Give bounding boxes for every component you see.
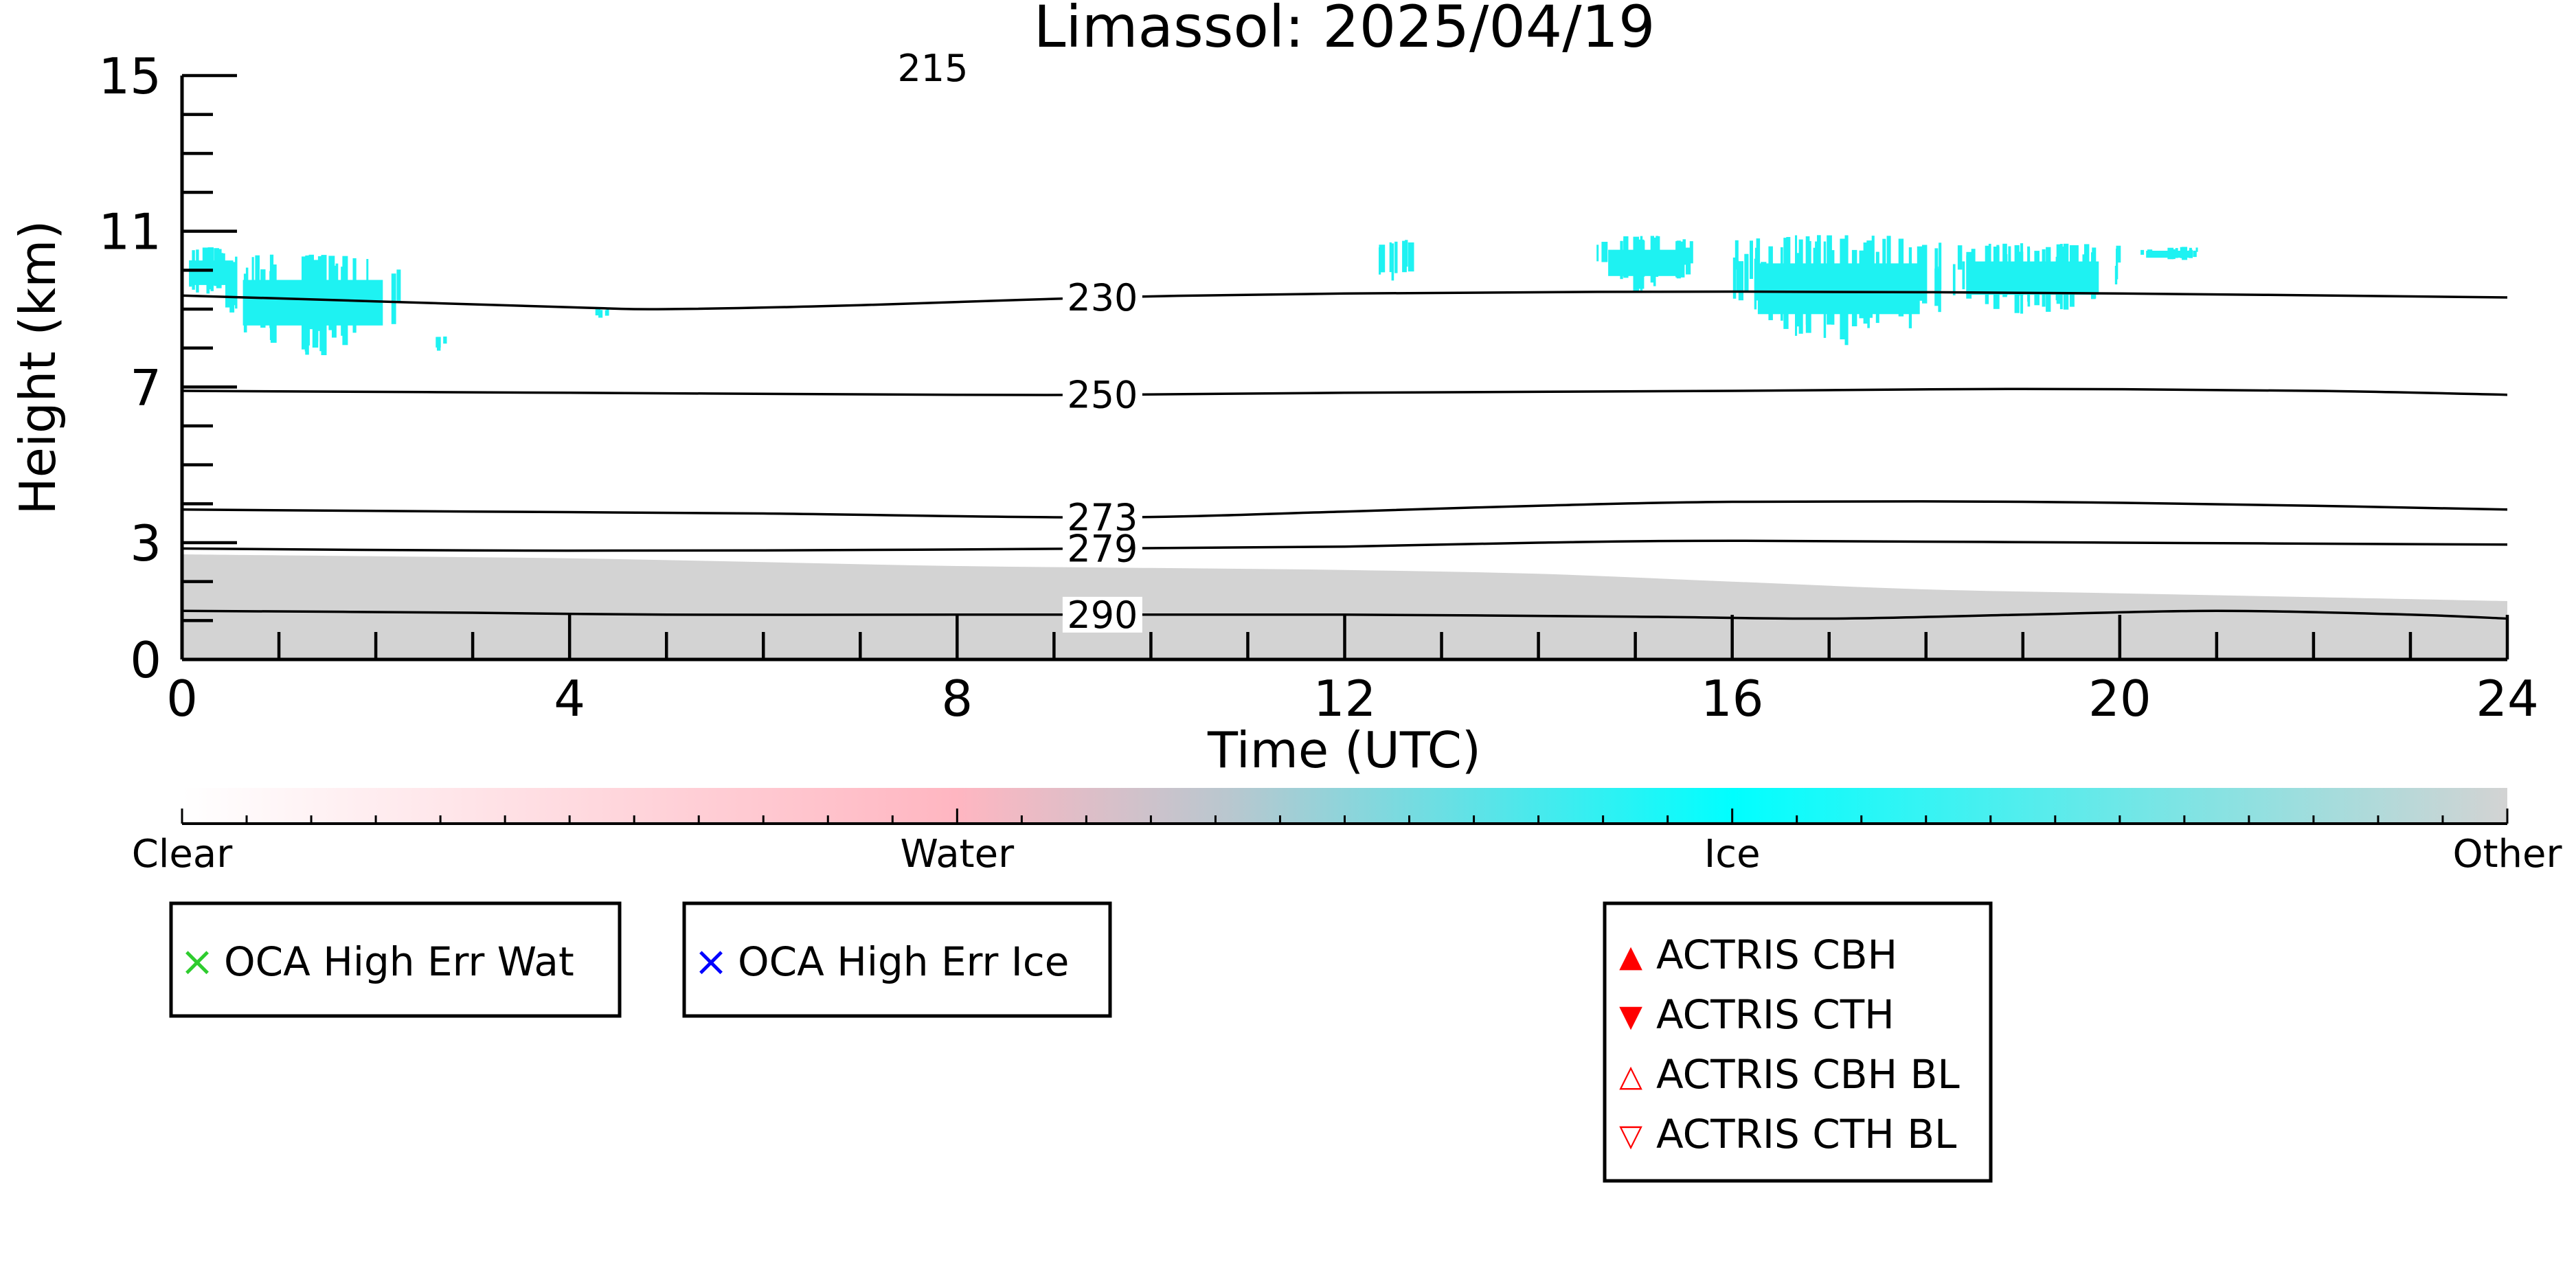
colorbar-label: Ice bbox=[1704, 832, 1761, 877]
contour-line bbox=[182, 609, 2507, 620]
legend-oca-ice: × OCA High Err Ice bbox=[682, 901, 1112, 1018]
ice-cloud-patch bbox=[1379, 240, 1414, 281]
actris-cth-marker-icon: ▼ bbox=[1619, 999, 1642, 1034]
contour-label: 230 bbox=[1067, 276, 1138, 319]
colorbar-label: Clear bbox=[132, 832, 233, 877]
colorbar-ticks bbox=[181, 809, 2509, 824]
colorbar-labels: Clear Water Ice Other bbox=[132, 832, 2563, 877]
contour-line bbox=[182, 387, 2507, 396]
legend-label-oca-water: OCA High Err Wat bbox=[224, 938, 574, 985]
ice-cloud-patch bbox=[2140, 247, 2198, 260]
legend-label-actris-cth-bl: ACTRIS CTH BL bbox=[1656, 1111, 1956, 1157]
colorbar-label: Other bbox=[2452, 832, 2562, 877]
y-ticks: 0 3 7 11 15 bbox=[98, 47, 237, 689]
contour-label: 250 bbox=[1067, 374, 1138, 417]
oca-water-marker-icon: × bbox=[180, 938, 214, 986]
contour-label-bg bbox=[1062, 530, 1142, 567]
contour-label-bg bbox=[1062, 596, 1142, 633]
ice-cloud-patch bbox=[436, 336, 447, 351]
x-tick-label: 0 bbox=[166, 670, 198, 727]
y-tick-label: 0 bbox=[130, 631, 161, 689]
x-tick-label: 12 bbox=[1313, 670, 1377, 727]
y-axis-label: Height (km) bbox=[9, 221, 67, 515]
actris-cbh-bl-marker-icon: △ bbox=[1619, 1059, 1642, 1094]
x-tick-label: 4 bbox=[554, 670, 585, 727]
y-tick-label: 7 bbox=[130, 359, 161, 416]
ice-cloud-patch bbox=[225, 254, 401, 355]
x-ticks: 0 4 8 12 16 20 24 bbox=[166, 615, 2539, 727]
legend-label-oca-ice: OCA High Err Ice bbox=[738, 938, 1069, 985]
contour-label-bg bbox=[1062, 499, 1142, 536]
partial-contour-label: 215 bbox=[897, 47, 968, 90]
actris-cbh-marker-icon: ▲ bbox=[1619, 939, 1642, 974]
actris-cth-bl-marker-icon: ▽ bbox=[1619, 1118, 1642, 1153]
x-tick-label: 20 bbox=[2088, 670, 2151, 727]
x-tick-label: 8 bbox=[941, 670, 973, 727]
chart-title: Limassol: 2025/04/19 bbox=[1034, 0, 1656, 60]
legend-oca-water: × OCA High Err Wat bbox=[169, 901, 622, 1018]
contour-line bbox=[182, 500, 2507, 519]
contour-label: 279 bbox=[1067, 528, 1138, 571]
y-tick-label: 15 bbox=[98, 47, 161, 105]
ice-cloud-patch bbox=[1732, 235, 1942, 346]
x-tick-label: 16 bbox=[1701, 670, 1764, 727]
ice-cloud-patch bbox=[1952, 243, 2121, 314]
axes: 0 3 7 11 15 0 4 8 12 16 20 24 bbox=[98, 47, 2538, 727]
contour-line bbox=[182, 539, 2507, 552]
contour-label-bg bbox=[1062, 280, 1142, 315]
ice-cloud-patch bbox=[1596, 236, 1693, 291]
y-tick-label: 3 bbox=[130, 515, 161, 572]
contour-line bbox=[182, 290, 2507, 310]
contour-label: 290 bbox=[1067, 594, 1138, 637]
legend-label-actris-cbh-bl: ACTRIS CBH BL bbox=[1656, 1051, 1960, 1098]
colorbar: Clear Water Ice Other bbox=[132, 788, 2563, 877]
oca-ice-marker-icon: × bbox=[694, 938, 728, 986]
x-tick-label: 24 bbox=[2476, 670, 2539, 727]
x-axis-label: Time (UTC) bbox=[1207, 721, 1481, 779]
ice-cloud-patch bbox=[595, 309, 609, 318]
legend-actris: ▲ ACTRIS CBH ▼ ACTRIS CTH △ ACTRIS CBH B… bbox=[1603, 901, 1993, 1183]
y-tick-label: 11 bbox=[98, 203, 161, 261]
legend-label-actris-cth: ACTRIS CTH bbox=[1656, 991, 1895, 1038]
contour-label-bg bbox=[1062, 376, 1142, 413]
colorbar-label: Water bbox=[901, 832, 1015, 877]
legend-label-actris-cbh: ACTRIS CBH bbox=[1656, 931, 1897, 978]
